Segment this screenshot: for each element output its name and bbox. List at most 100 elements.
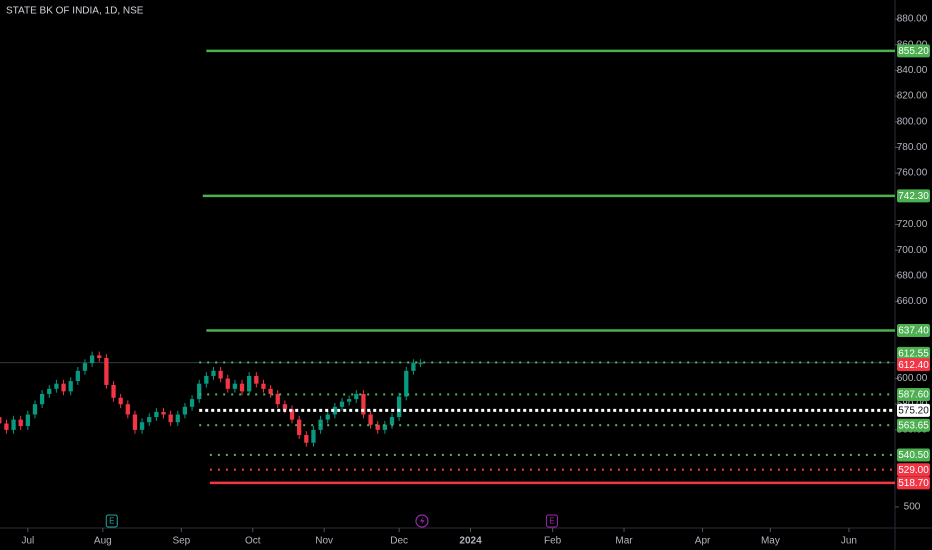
event-icon [545,514,558,528]
candle-body [147,417,152,423]
candle-body [411,363,416,371]
candle-body [182,406,188,415]
y-tick-label: 800.00 [897,116,928,127]
candle-body [368,414,373,425]
candle-body [154,411,159,418]
candle-body [311,429,316,443]
candle-body [104,357,109,385]
candle-body [25,414,30,427]
candle-body [239,383,245,392]
candle-body [111,384,116,398]
candle-body [168,414,173,423]
x-tick-label: Oct [245,536,261,547]
candle-body [204,375,209,384]
price-badge-label: 518.70 [898,478,929,489]
price-badge-label: 612.40 [898,360,929,371]
price-badge-label: 540.50 [898,450,929,461]
price-badge [897,189,930,203]
y-tick-label: 840.00 [897,65,928,76]
x-tick-label: Feb [544,536,562,547]
price-badge [897,418,930,432]
candle-body [0,417,2,424]
candle-body [47,388,52,394]
candle-body [175,414,180,423]
candle-body [218,370,223,379]
candle-body [125,404,130,415]
candle-body [97,355,102,358]
candle-body [232,383,238,389]
candle-body [304,435,309,443]
price-badge-label: 612.55 [898,349,929,360]
price-badge [897,403,930,417]
candle-body [418,363,423,365]
candle-body [197,383,202,400]
candle-body [247,375,252,392]
candle-body [211,370,216,376]
price-badge-label: 563.65 [898,420,929,431]
event-icon-label: E [549,517,554,526]
price-badge-label: 529.00 [898,465,929,476]
x-tick-label: Dec [390,536,408,547]
y-tick-label: 880.00 [897,14,928,25]
candle-body [18,419,23,427]
candle-body [354,393,359,400]
candle-body [11,419,16,430]
price-badge [897,448,930,462]
candle-body [61,383,66,392]
dividend-icon [415,514,429,528]
candle-body [118,397,123,405]
y-tick-label: 660.00 [897,296,928,307]
candle-body [75,370,80,382]
x-tick-label: Jul [21,536,34,547]
candle-body [404,370,409,397]
y-tick-label: 600.00 [897,373,928,384]
price-badge [897,324,930,338]
candle-body [361,393,366,415]
price-badge [897,387,930,401]
price-badge-label: 587.60 [898,390,929,401]
event-icon-label: E [109,517,114,526]
candle-body [89,355,95,364]
candle-body [382,424,387,430]
candle-body [332,406,338,415]
price-badge-label: 855.20 [898,46,929,57]
candle-body [275,393,280,405]
y-tick-label: 720.00 [897,219,928,230]
y-tick-label: 820.00 [897,91,928,102]
price-badge [897,44,930,58]
candle-body [268,388,273,394]
candle-body [282,404,288,410]
candle-body [225,378,230,389]
candle-body [289,409,295,420]
candle-body [375,424,380,430]
candle-body [139,422,145,430]
candle-body [261,383,266,389]
price-badge [897,346,930,360]
chart-title: STATE BK OF INDIA, 1D, NSE [6,6,144,17]
candle-body [82,363,88,371]
price-badge-label: 742.30 [898,191,929,202]
x-tick-label: Jun [841,536,857,547]
candle-body [189,399,195,407]
candle-body [132,414,138,430]
price-badge-label: 575.20 [898,406,929,417]
price-badge-label: 637.40 [898,326,929,337]
x-tick-label: Sep [172,536,190,547]
candle-body [396,396,402,418]
candle-body [32,404,38,415]
price-badge [897,463,930,477]
event-icon [105,514,118,528]
y-tick-label: 500 [904,502,921,513]
candle-body [347,399,352,402]
candle-body [4,423,9,430]
y-tick-label: 680.00 [897,270,928,281]
x-tick-label: 2024 [459,536,482,547]
y-tick-label: 700.00 [897,245,928,256]
x-tick-label: Nov [315,536,333,547]
candle-body [297,419,302,436]
candle-body [39,393,45,405]
price-badge [897,476,930,490]
candle-body [68,381,73,392]
